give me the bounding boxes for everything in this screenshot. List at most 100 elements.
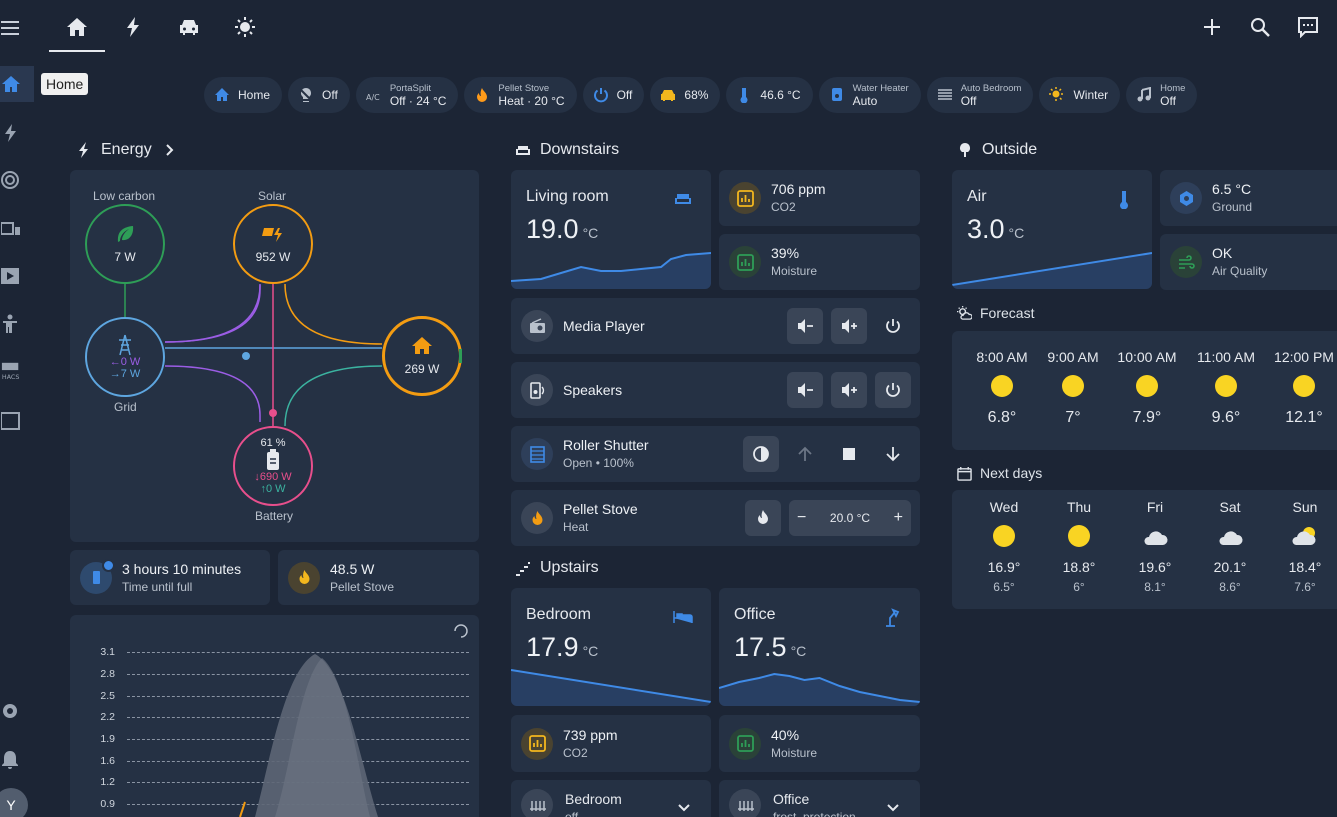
- entity-state: off: [565, 810, 579, 817]
- battery-icon: [267, 449, 279, 470]
- roller-shutter-card[interactable]: Roller Shutter Open • 100%: [511, 426, 920, 482]
- battery-time-tile[interactable]: 3 hours 10 minutes Time until full: [70, 550, 270, 605]
- forecast-heading: Forecast: [957, 305, 1034, 321]
- media-player-card[interactable]: Media Player: [511, 298, 920, 354]
- chip-portasplit[interactable]: A/C PortaSplit Off · 24 °C: [355, 77, 459, 113]
- close-button[interactable]: [875, 436, 911, 472]
- bedroom-card[interactable]: Bedroom 17.9 °C: [511, 588, 711, 706]
- sidebar-item-media[interactable]: [0, 266, 35, 286]
- chip-lights[interactable]: Off: [288, 77, 350, 113]
- co2-downstairs-tile[interactable]: 706 ppm CO2: [719, 170, 920, 226]
- energy-flow-lines: [124, 283, 383, 427]
- sidebar-item-map[interactable]: [0, 170, 35, 190]
- pellet-stove-card[interactable]: Pellet Stove Heat − 20.0 °C +: [511, 490, 920, 546]
- office-card[interactable]: Office 17.5 °C: [719, 588, 920, 706]
- volume-down-button[interactable]: [787, 308, 823, 344]
- tile-primary: 39%: [771, 245, 800, 261]
- sidebar-item-devices[interactable]: [0, 219, 35, 239]
- grid-node[interactable]: ←0 W →7 W: [85, 317, 165, 397]
- daily-forecast-card[interactable]: Wed 16.9° 6.5° Thu 18.8° 6° Fri 19.6° 8.1° Sat…: [952, 490, 1337, 609]
- room-name: Office: [734, 606, 776, 623]
- bed-icon: [673, 607, 693, 632]
- bedroom-sparkline: [511, 669, 711, 706]
- speakers-card[interactable]: Speakers: [511, 362, 920, 418]
- volume-up-button[interactable]: [831, 308, 867, 344]
- shutter-position-button[interactable]: [743, 436, 779, 472]
- chart-box-icon: [729, 246, 761, 278]
- tab-energy[interactable]: [122, 16, 144, 43]
- hvac-mode-button[interactable]: [745, 500, 781, 536]
- hourly-forecast-item: 10:00 AM 7.9°: [1117, 349, 1177, 427]
- forecast-time: 11:00 AM: [1196, 349, 1256, 365]
- power-button[interactable]: [875, 372, 911, 408]
- chip-pellet-stove[interactable]: Pellet Stove Heat · 20 °C: [464, 77, 577, 113]
- moisture-downstairs-tile[interactable]: 39% Moisture: [719, 234, 920, 290]
- bedroom-climate-card[interactable]: Bedroom off: [511, 780, 711, 817]
- chip-home[interactable]: Home: [204, 77, 283, 113]
- battery-node[interactable]: 61 % ↓690 W ↑0 W: [233, 426, 313, 506]
- play-box-icon: [1, 268, 19, 284]
- solar-node[interactable]: 952 W: [233, 204, 313, 284]
- solar-label: Solar: [258, 189, 287, 203]
- sidebar-item-energy[interactable]: [0, 123, 35, 143]
- air-quality-tile[interactable]: OK Air Quality: [1160, 234, 1337, 290]
- temperature-unit: °C: [582, 225, 599, 241]
- chip-label: Home: [238, 88, 271, 102]
- pellet-stove-power-tile[interactable]: 48.5 W Pellet Stove: [278, 550, 479, 605]
- sidebar-item-notifications[interactable]: [0, 750, 35, 770]
- energy-heading[interactable]: Energy: [76, 141, 177, 159]
- flame-icon: [288, 561, 320, 594]
- chip-music[interactable]: Home Off: [1126, 77, 1198, 113]
- hourly-forecast-item: 8:00 AM 6.8°: [976, 349, 1028, 427]
- bulb-off-icon: [298, 87, 314, 103]
- tab-weather[interactable]: [234, 16, 256, 43]
- chip-season[interactable]: Winter: [1039, 77, 1121, 113]
- tab-home[interactable]: [66, 16, 88, 43]
- solar-power-icon: [262, 228, 282, 242]
- gridline: [127, 652, 469, 653]
- chevron-down-icon[interactable]: [677, 801, 691, 815]
- open-button[interactable]: [787, 436, 823, 472]
- hourly-forecast-card[interactable]: 8:00 AM 6.8° 9:00 AM 7° 10:00 AM 7.9° 11:00…: [952, 331, 1337, 450]
- office-climate-card[interactable]: Office frost_protection: [719, 780, 920, 817]
- low-carbon-node[interactable]: 7 W: [85, 204, 165, 284]
- volume-up-button[interactable]: [831, 372, 867, 408]
- chevron-right-icon: [165, 144, 174, 156]
- increase-temperature-button[interactable]: +: [893, 509, 903, 526]
- sidebar-item-home[interactable]: [0, 66, 34, 102]
- downstairs-heading: Downstairs: [515, 141, 619, 159]
- devices-icon: [1, 222, 20, 235]
- sidebar-item-panel[interactable]: [0, 411, 35, 431]
- search-button[interactable]: [1249, 16, 1271, 43]
- chip-temperature[interactable]: 46.6 °C: [726, 77, 813, 113]
- volume-down-button[interactable]: [787, 372, 823, 408]
- living-room-card[interactable]: Living room 19.0 °C: [511, 170, 711, 289]
- tab-car[interactable]: [178, 16, 200, 43]
- chip-power[interactable]: Off: [582, 77, 645, 113]
- sidebar-item-hacs[interactable]: HACS: [0, 361, 35, 381]
- sidebar-item-settings[interactable]: [0, 701, 35, 721]
- chip-auto-bedroom[interactable]: Auto Bedroom Off: [926, 77, 1034, 113]
- air-card[interactable]: Air 3.0 °C: [952, 170, 1152, 289]
- co2-upstairs-tile[interactable]: 739 ppm CO2: [511, 715, 711, 772]
- low-carbon-label: Low carbon: [93, 189, 156, 203]
- volume-minus-icon: [798, 383, 813, 397]
- chevron-down-icon[interactable]: [886, 801, 900, 815]
- home-node[interactable]: 269 W: [382, 316, 462, 396]
- menu-icon[interactable]: [0, 18, 35, 38]
- avatar[interactable]: Y: [0, 788, 28, 817]
- sidebar-item-people[interactable]: [0, 314, 35, 334]
- ground-temperature-tile[interactable]: 6.5 °C Ground: [1160, 170, 1337, 226]
- temperature-unit: °C: [582, 643, 599, 659]
- assist-button[interactable]: [1297, 16, 1319, 43]
- stop-button[interactable]: [831, 436, 867, 472]
- decrease-temperature-button[interactable]: −: [797, 509, 807, 526]
- daily-forecast-item: Wed 16.9° 6.5°: [984, 499, 1024, 594]
- y-tick: 2.8: [100, 668, 115, 680]
- power-button[interactable]: [875, 308, 911, 344]
- chip-label: Off: [322, 88, 338, 102]
- chip-water-heater[interactable]: Water Heater Auto: [818, 77, 921, 113]
- moisture-upstairs-tile[interactable]: 40% Moisture: [719, 715, 920, 772]
- chip-car[interactable]: 68%: [650, 77, 721, 113]
- add-button[interactable]: [1201, 16, 1223, 43]
